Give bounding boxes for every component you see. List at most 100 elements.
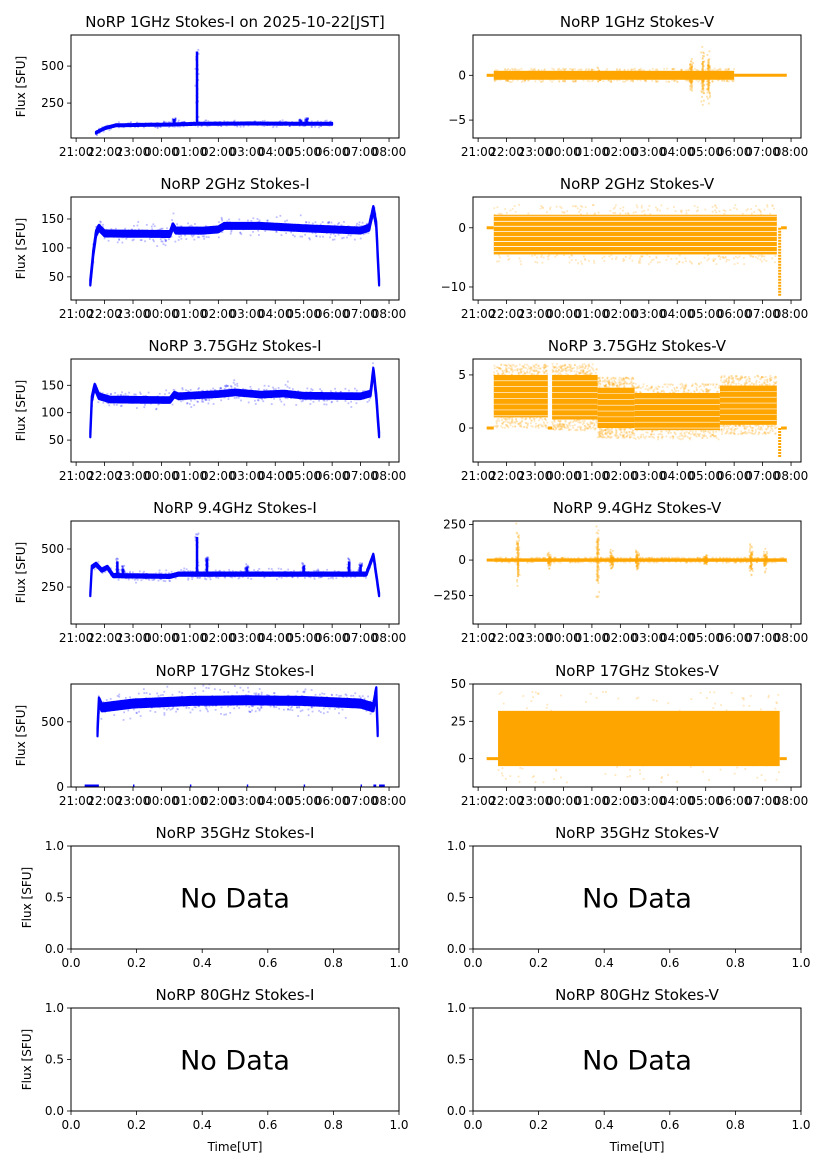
outlier-point	[533, 368, 536, 371]
outlier-point	[685, 391, 688, 394]
outlier-point	[759, 428, 762, 431]
outlier-point	[671, 384, 674, 386]
data-point	[186, 402, 189, 404]
data-point	[228, 394, 231, 397]
data-point	[190, 572, 193, 575]
data-point	[228, 218, 230, 221]
plot-area	[486, 362, 787, 458]
data-point	[101, 397, 104, 400]
outlier-point	[518, 68, 521, 71]
outlier-point	[538, 371, 541, 374]
outlier-point	[605, 428, 607, 431]
spike-point	[599, 74, 602, 77]
data-point	[119, 394, 122, 396]
data-point	[324, 393, 326, 396]
spike-point	[306, 122, 309, 124]
outlier-point	[533, 418, 536, 421]
data-point	[307, 393, 310, 395]
data-point	[120, 125, 123, 128]
data-point	[288, 125, 291, 127]
data-point	[304, 124, 306, 127]
outlier-point	[773, 425, 776, 428]
outlier-point	[739, 378, 742, 381]
outlier-point	[629, 557, 632, 560]
outlier-point	[754, 424, 756, 427]
data-point	[246, 394, 249, 396]
data-point	[139, 122, 141, 125]
outlier-point	[582, 369, 585, 372]
data-point	[188, 225, 191, 228]
outlier-point	[698, 79, 701, 82]
data-point	[265, 123, 267, 126]
spike-point	[121, 565, 124, 568]
outlier-point	[589, 425, 591, 428]
data-point	[277, 571, 280, 573]
data-point	[190, 576, 193, 578]
outlier-point	[607, 429, 609, 432]
outlier-point	[510, 81, 513, 83]
outlier-point	[605, 428, 608, 431]
data-point	[238, 391, 241, 394]
outlier-point	[764, 428, 767, 431]
spike-point	[173, 121, 176, 123]
data-point	[198, 123, 201, 125]
data-point	[188, 232, 191, 234]
outlier-point	[502, 417, 505, 420]
outlier-point	[628, 561, 631, 564]
data-point	[257, 569, 259, 572]
outlier-point	[771, 430, 774, 432]
outlier-point	[531, 69, 533, 72]
data-point	[301, 124, 304, 127]
x-tick-label: 01:00	[575, 469, 610, 483]
outlier-point	[608, 382, 611, 385]
data-point	[323, 399, 326, 402]
outlier-point	[672, 67, 674, 70]
data-point	[90, 411, 93, 413]
outlier-point	[634, 438, 637, 440]
data-point	[316, 123, 319, 125]
outlier-point	[545, 364, 548, 367]
data-point	[339, 391, 342, 394]
spike-point	[183, 122, 185, 125]
outlier-point	[657, 557, 660, 560]
outlier-point	[514, 422, 517, 425]
data-point	[91, 263, 94, 265]
outlier-point	[508, 371, 511, 374]
data-point	[287, 391, 290, 394]
data-band	[493, 558, 787, 562]
spike-point	[307, 122, 310, 124]
outlier-point	[714, 435, 716, 437]
data-point	[122, 126, 125, 129]
outlier-point	[714, 209, 717, 212]
data-point	[359, 225, 362, 228]
outlier-point	[605, 69, 608, 72]
outlier-point	[510, 420, 513, 423]
spike-point	[358, 564, 361, 567]
outlier-point	[626, 382, 628, 385]
outlier-point	[657, 436, 660, 439]
data-point	[330, 124, 333, 127]
data-point	[310, 123, 313, 126]
data-point	[338, 571, 340, 574]
spike-point	[689, 67, 691, 70]
spike-point	[122, 565, 124, 568]
data-point	[209, 123, 212, 126]
spike-point	[197, 100, 200, 103]
outlier-point	[739, 425, 742, 428]
spike-point	[305, 117, 308, 120]
data-point	[273, 228, 276, 231]
outlier-point	[557, 370, 560, 373]
data-point	[161, 574, 164, 577]
data-point	[298, 124, 301, 127]
spike-point	[299, 121, 302, 123]
data-point	[211, 392, 213, 394]
data-point	[264, 225, 266, 228]
data-point	[137, 233, 140, 235]
data-point	[113, 231, 116, 234]
outlier-point	[530, 369, 533, 371]
data-point	[208, 228, 211, 231]
data-point	[133, 232, 136, 235]
outlier-point	[734, 377, 737, 380]
data-point	[328, 221, 331, 224]
outlier-point	[732, 376, 734, 379]
